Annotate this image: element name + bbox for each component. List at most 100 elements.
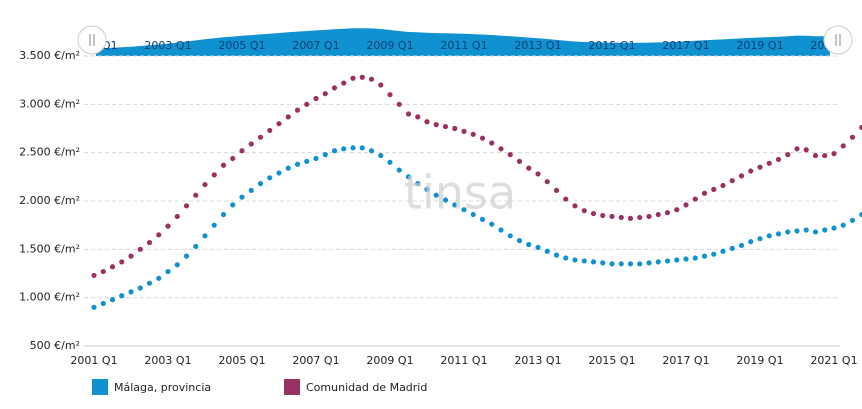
data-point [341,146,347,152]
data-point [257,181,264,187]
data-point [831,225,837,231]
legend-item[interactable]: Málaga, provincia [92,379,211,395]
data-point [156,275,162,281]
navigator-label: 2015 Q1 [588,39,635,52]
data-point [627,215,634,221]
data-point [720,248,726,254]
data-point [803,227,809,233]
x-tick-label: 2013 Q1 [514,354,561,367]
data-point [840,222,846,228]
data-point [794,146,800,152]
y-tick-label: 2.000 €/m² [19,194,80,207]
data-point [276,121,282,127]
data-point [738,242,745,249]
navigator-handle-right[interactable] [823,25,853,55]
data-point [646,260,652,266]
plot-area: 500 €/m² 1.000 €/m² 1.500 €/m² 2.000 €/m² 2.… [19,49,862,367]
data-point [424,119,430,125]
data-point [729,178,735,184]
data-point [137,285,143,291]
data-point [239,148,245,154]
data-point [563,255,569,261]
legend-label: Comunidad de Madrid [306,381,427,394]
data-point [822,227,828,233]
data-point [100,268,106,275]
data-point [590,210,597,217]
data-point [507,152,513,158]
data-point [859,124,862,131]
x-tick-label: 2009 Q1 [366,354,413,367]
handle[interactable] [823,25,853,55]
data-point [618,261,624,267]
data-point [507,233,513,239]
data-point [183,203,190,209]
legend-item[interactable]: Comunidad de Madrid [284,379,427,395]
legend-swatch [92,379,108,395]
data-point [655,211,661,218]
navigator-handle-left[interactable] [77,25,107,55]
data-point [248,141,254,147]
navigator-label: 2011 Q1 [440,39,487,52]
data-point [711,186,717,192]
data-point [415,114,421,120]
data-point [535,244,541,250]
data-point [470,131,476,137]
data-point [119,293,125,299]
data-point [405,174,412,180]
data-point [378,152,384,159]
data-point [479,135,486,141]
data-point [489,221,495,227]
data-point [849,134,856,140]
data-point [553,187,560,193]
data-point [109,264,116,270]
data-point [424,186,430,192]
x-tick-label: 2019 Q1 [736,354,783,367]
data-point [664,210,671,216]
data-point [831,151,837,157]
data-point [193,192,199,198]
data-point [637,261,643,267]
data-point [202,181,208,188]
data-point [803,147,809,153]
data-point [544,248,550,254]
data-point [720,182,726,189]
navigator-label: 2003 Q1 [144,39,191,52]
data-point [128,253,134,259]
data-point [405,111,412,117]
x-tick-label: 2017 Q1 [662,354,709,367]
data-point [840,143,846,149]
navigator-label: 2013 Q1 [514,39,561,52]
data-point [664,258,671,264]
data-point [183,253,190,259]
data-point [757,164,763,170]
data-point [165,268,171,275]
data-point [683,256,689,262]
data-point [609,213,615,220]
data-point [757,236,763,242]
data-point [748,239,754,245]
y-tick-label: 2.500 €/m² [19,146,80,159]
data-point [553,252,560,258]
data-point [285,114,291,120]
navigator-label: 2005 Q1 [218,39,265,52]
data-point [692,196,698,202]
data-point [137,246,143,252]
data-point [267,127,273,134]
data-point [711,251,717,257]
handle[interactable] [77,25,107,55]
data-point [674,207,680,213]
data-point [433,192,439,198]
navigator-label: 2007 Q1 [292,39,339,52]
data-point [294,107,301,113]
data-point [498,227,504,233]
data-point [304,158,310,164]
data-point [516,238,523,244]
legend-swatch [284,379,300,395]
data-point [748,168,754,174]
data-point [618,214,624,221]
navigator-label: 2017 Q1 [662,39,709,52]
data-point [267,175,273,181]
x-tick-label: 2001 Q1 [70,354,117,367]
data-point [701,190,708,196]
y-tick-label: 500 €/m² [30,339,80,352]
